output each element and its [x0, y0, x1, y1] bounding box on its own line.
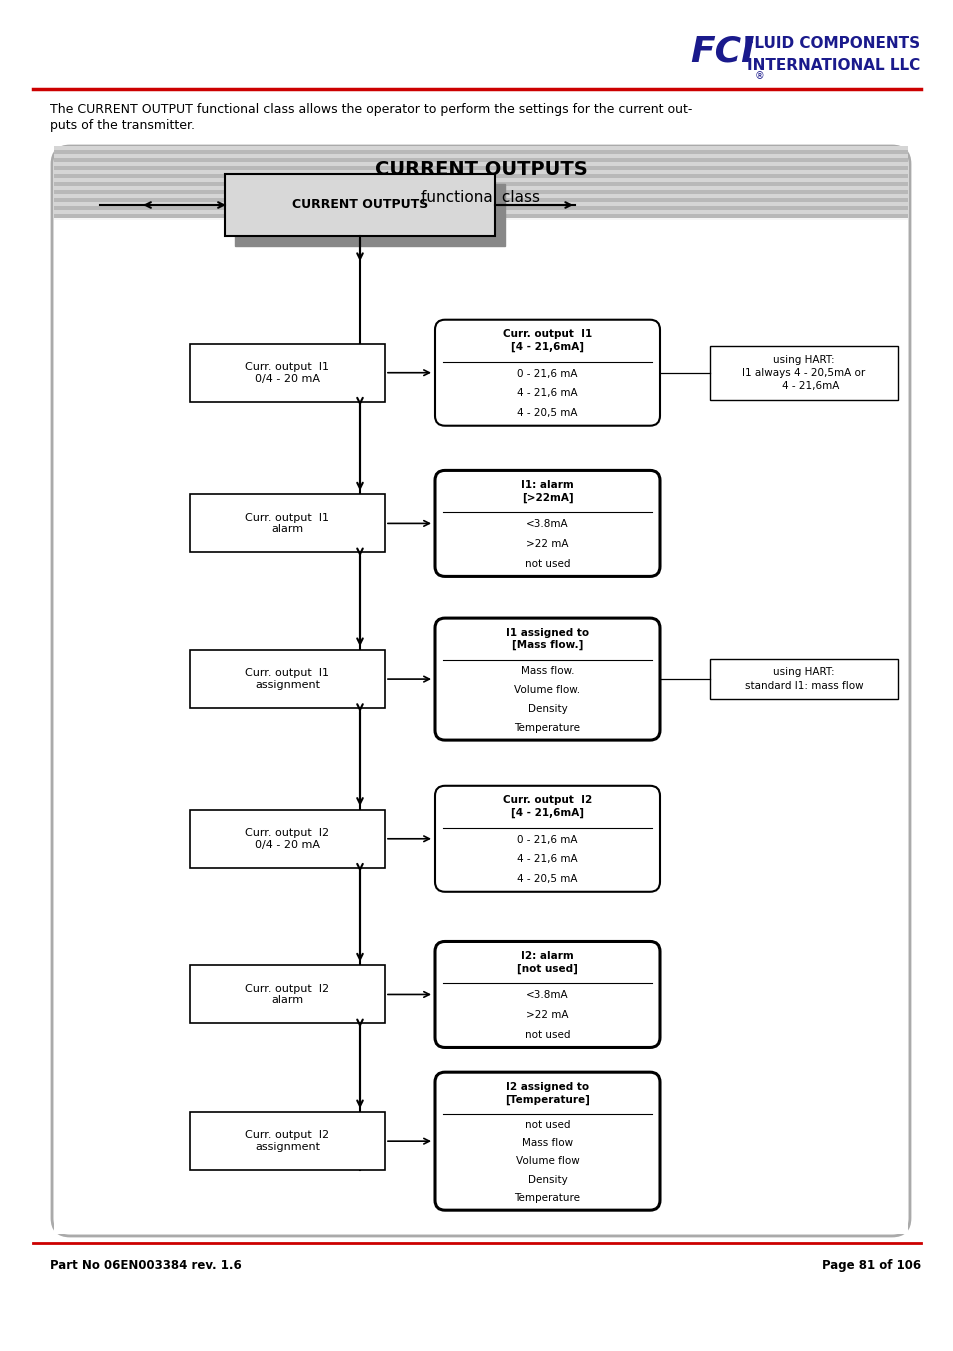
Bar	[225, 174, 495, 236]
Text: Density: Density	[527, 704, 567, 713]
Bar	[54, 186, 907, 190]
Bar	[190, 650, 385, 708]
Bar	[190, 1112, 385, 1170]
Bar	[54, 220, 907, 1233]
Bar	[190, 966, 385, 1024]
Text: CURRENT OUTPUTS: CURRENT OUTPUTS	[375, 159, 587, 178]
Text: Curr. output  I2
0/4 - 20 mA: Curr. output I2 0/4 - 20 mA	[245, 828, 329, 850]
Text: CURRENT OUTPUTS: CURRENT OUTPUTS	[292, 199, 428, 212]
Text: Page 81 of 106: Page 81 of 106	[821, 1259, 920, 1273]
Text: Temperature: Temperature	[514, 723, 579, 732]
Text: I1: alarm
[>22mA]: I1: alarm [>22mA]	[520, 480, 574, 503]
Bar	[54, 174, 907, 178]
Text: >22 mA: >22 mA	[526, 539, 568, 549]
Text: Curr. output  I1
[4 - 21,6mA]: Curr. output I1 [4 - 21,6mA]	[502, 330, 592, 353]
Text: I1 assigned to
[Mass flow.]: I1 assigned to [Mass flow.]	[505, 628, 588, 650]
Bar	[54, 213, 907, 218]
Bar	[54, 182, 907, 186]
Bar	[54, 158, 907, 162]
Text: FCI: FCI	[689, 34, 754, 68]
Bar	[190, 343, 385, 401]
Text: Volume flow: Volume flow	[515, 1156, 578, 1166]
Text: >22 mA: >22 mA	[526, 1011, 568, 1020]
Bar	[54, 178, 907, 182]
Text: Curr. output  I2
alarm: Curr. output I2 alarm	[245, 984, 329, 1005]
Bar	[54, 162, 907, 166]
Bar	[54, 205, 907, 209]
Text: <3.8mA: <3.8mA	[526, 519, 568, 530]
FancyBboxPatch shape	[435, 320, 659, 426]
Text: Curr. output  I2
[4 - 21,6mA]: Curr. output I2 [4 - 21,6mA]	[502, 796, 592, 819]
Bar	[54, 195, 907, 199]
Bar	[54, 199, 907, 203]
Bar	[54, 190, 907, 195]
Bar	[54, 166, 907, 170]
Text: Curr. output  I1
alarm: Curr. output I1 alarm	[245, 512, 329, 534]
Text: I2: alarm
[not used]: I2: alarm [not used]	[517, 951, 578, 974]
FancyBboxPatch shape	[435, 942, 659, 1047]
Bar	[190, 494, 385, 553]
Text: 4 - 20,5 mA: 4 - 20,5 mA	[517, 874, 578, 884]
FancyBboxPatch shape	[435, 470, 659, 577]
Bar	[54, 154, 907, 158]
Bar	[54, 203, 907, 205]
Text: Curr. output  I2
assignment: Curr. output I2 assignment	[245, 1131, 329, 1152]
Text: 4 - 20,5 mA: 4 - 20,5 mA	[517, 408, 578, 417]
Text: 0 - 21,6 mA: 0 - 21,6 mA	[517, 369, 578, 378]
FancyBboxPatch shape	[52, 146, 909, 1236]
Bar	[54, 170, 907, 174]
Text: Part No 06EN003384 rev. 1.6: Part No 06EN003384 rev. 1.6	[50, 1259, 241, 1273]
Text: Mass flow.: Mass flow.	[520, 666, 574, 677]
Text: not used: not used	[524, 1029, 570, 1040]
Text: Temperature: Temperature	[514, 1193, 579, 1202]
FancyBboxPatch shape	[435, 619, 659, 740]
Text: Density: Density	[527, 1174, 567, 1185]
Bar	[234, 184, 504, 246]
Text: ®: ®	[754, 72, 764, 81]
Text: Mass flow: Mass flow	[521, 1139, 573, 1148]
Bar	[54, 209, 907, 213]
Text: not used: not used	[524, 1120, 570, 1129]
Text: 0 - 21,6 mA: 0 - 21,6 mA	[517, 835, 578, 844]
Text: FLUID COMPONENTS: FLUID COMPONENTS	[743, 36, 919, 51]
FancyBboxPatch shape	[435, 1073, 659, 1210]
Bar	[190, 809, 385, 867]
Text: not used: not used	[524, 558, 570, 569]
Text: Curr. output  I1
assignment: Curr. output I1 assignment	[245, 669, 329, 690]
Text: using HART:
I1 always 4 - 20,5mA or
    4 - 21,6mA: using HART: I1 always 4 - 20,5mA or 4 - …	[741, 354, 864, 390]
Text: Curr. output  I1
0/4 - 20 mA: Curr. output I1 0/4 - 20 mA	[245, 362, 329, 384]
Bar	[709, 659, 897, 698]
Bar	[54, 150, 907, 154]
Text: INTERNATIONAL LLC: INTERNATIONAL LLC	[746, 58, 919, 73]
Text: 4 - 21,6 mA: 4 - 21,6 mA	[517, 388, 578, 399]
Text: functional class: functional class	[421, 190, 540, 205]
Text: Volume flow.: Volume flow.	[514, 685, 580, 696]
Text: The CURRENT OUTPUT functional class allows the operator to perform the settings : The CURRENT OUTPUT functional class allo…	[50, 103, 692, 116]
Text: puts of the transmitter.: puts of the transmitter.	[50, 119, 194, 132]
FancyBboxPatch shape	[435, 786, 659, 892]
Text: <3.8mA: <3.8mA	[526, 990, 568, 1000]
Text: I2 assigned to
[Temperature]: I2 assigned to [Temperature]	[504, 1082, 589, 1105]
Bar	[54, 146, 907, 150]
Bar	[709, 346, 897, 400]
Text: using HART:
standard I1: mass flow: using HART: standard I1: mass flow	[744, 667, 862, 690]
Text: 4 - 21,6 mA: 4 - 21,6 mA	[517, 854, 578, 865]
